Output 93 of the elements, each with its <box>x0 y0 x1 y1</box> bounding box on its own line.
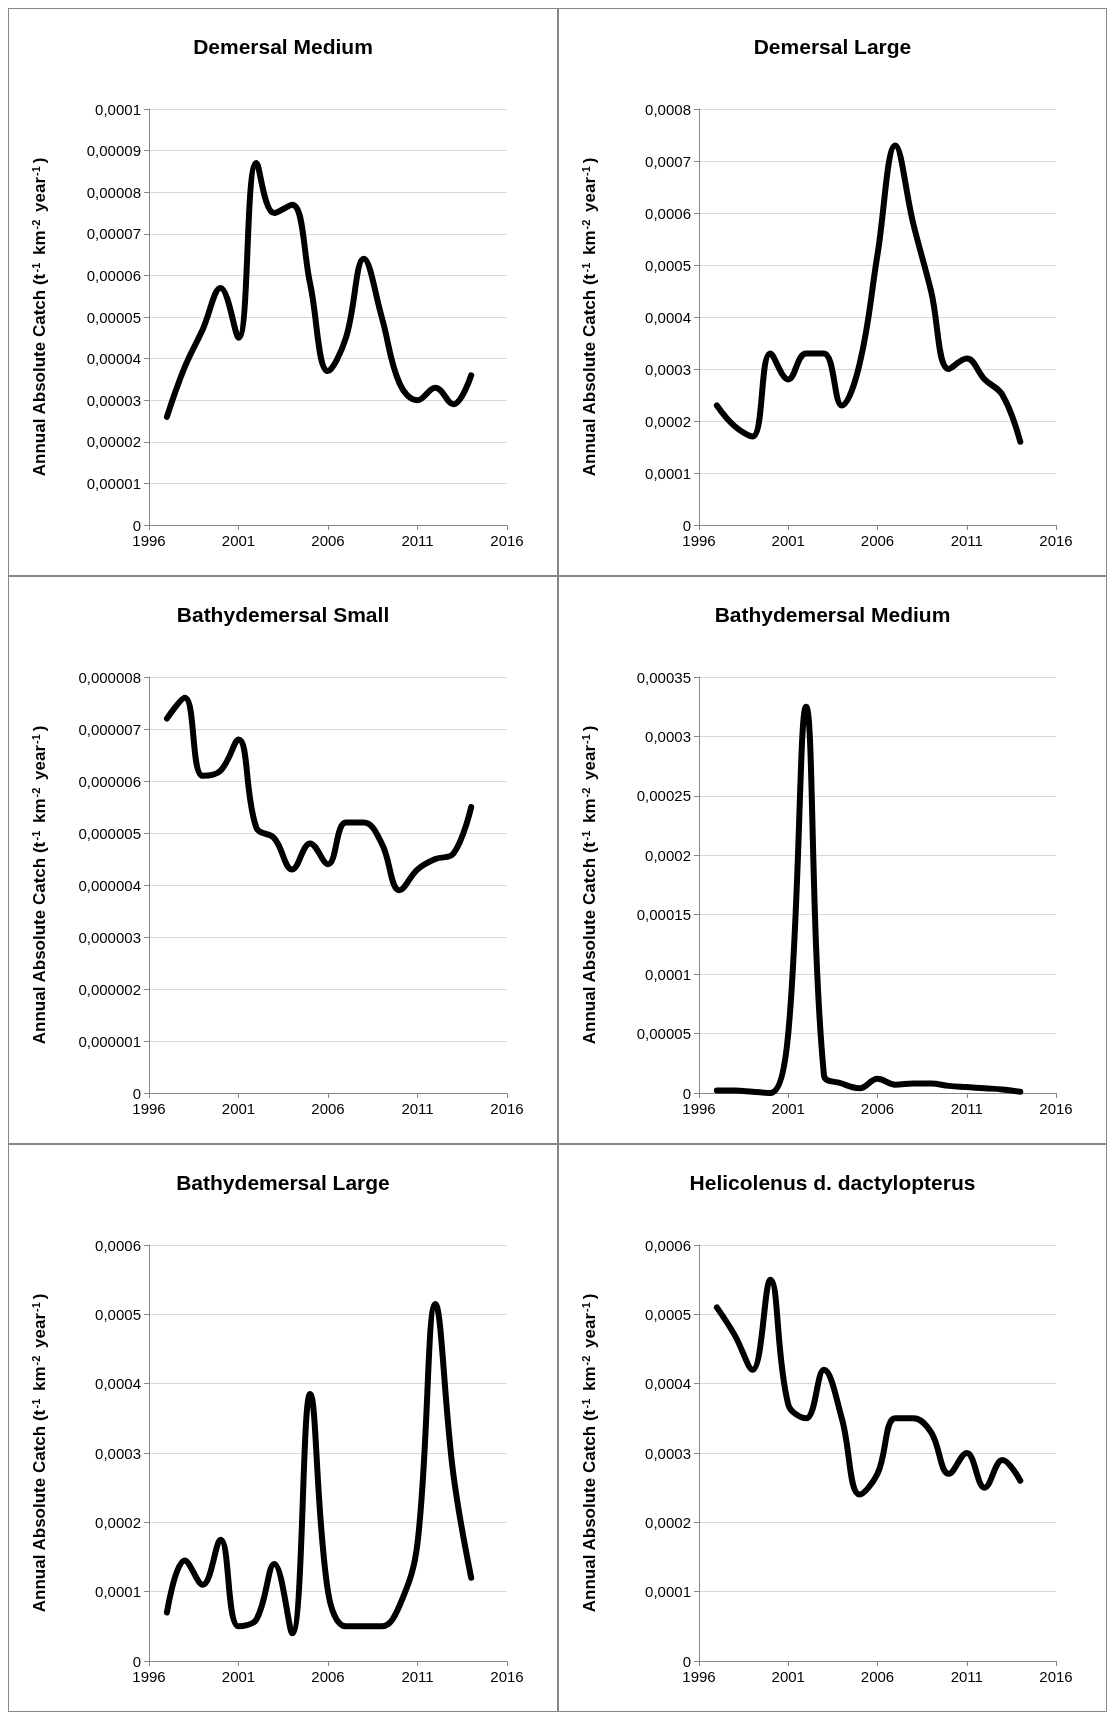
x-tick-label: 2016 <box>490 1668 524 1685</box>
y-tick-label: 0 <box>682 1084 691 1102</box>
x-tick-label: 2016 <box>1039 532 1073 549</box>
y-tick-label: 0,0004 <box>645 308 691 326</box>
y-tick-label: 0 <box>132 1652 141 1670</box>
y-tick-label: 0,0001 <box>645 464 691 482</box>
x-tick-label: 2016 <box>490 532 524 549</box>
y-tick-label: 0,0003 <box>645 360 691 378</box>
y-tick-label: 0,000003 <box>78 928 141 946</box>
y-tick-label: 0,00005 <box>636 1025 691 1043</box>
y-tick-label: 0,000008 <box>78 668 141 686</box>
x-tick-label: 1996 <box>682 532 716 549</box>
y-tick-label: 0,0001 <box>95 100 141 118</box>
x-tick-label: 2011 <box>401 532 434 549</box>
y-tick-label: 0 <box>682 1652 691 1670</box>
y-tick-label: 0,0006 <box>645 1236 691 1254</box>
y-tick-label: 0,0001 <box>645 1583 691 1601</box>
y-axis-title: Annual Absolute Catch (t-1 km-2 year-1) <box>579 157 599 477</box>
x-tick-label: 2001 <box>221 1668 256 1685</box>
y-tick-label: 0,0004 <box>95 1375 141 1393</box>
x-tick-label: 2016 <box>1039 1100 1073 1117</box>
y-tick-label: 0,00003 <box>86 391 141 409</box>
y-tick-label: 0,00001 <box>86 474 141 492</box>
chart-title: Helicolenus d. dactylopterus <box>689 1171 976 1194</box>
y-tick-label: 0,0003 <box>645 1444 691 1462</box>
y-tick-label: 0,0002 <box>645 1513 691 1531</box>
chart-title: Demersal Large <box>753 35 912 58</box>
y-tick-label: 0,000005 <box>78 824 141 842</box>
x-tick-label: 2016 <box>1039 1668 1073 1685</box>
y-axis-title: Annual Absolute Catch (t-1 km-2 year-1) <box>29 725 49 1045</box>
y-tick-label: 0,0002 <box>645 846 691 864</box>
x-tick-label: 1996 <box>132 1668 166 1685</box>
x-tick-label: 1996 <box>682 1100 716 1117</box>
y-tick-label: 0,0001 <box>95 1583 141 1601</box>
y-tick-label: 0,0004 <box>645 1375 691 1393</box>
y-tick-label: 0,00035 <box>636 668 691 686</box>
x-tick-label: 2006 <box>311 532 345 549</box>
y-tick-label: 0,00008 <box>86 183 141 201</box>
x-tick-label: 2006 <box>311 1100 345 1117</box>
y-tick-label: 0,000002 <box>78 980 141 998</box>
y-tick-label: 0,0005 <box>645 256 691 274</box>
x-tick-label: 2011 <box>401 1668 434 1685</box>
x-tick-label: 1996 <box>682 1668 716 1685</box>
x-tick-label: 1996 <box>132 532 166 549</box>
y-axis-title: Annual Absolute Catch (t-1 km-2 year-1) <box>579 1293 599 1613</box>
y-tick-label: 0 <box>682 516 691 534</box>
x-tick-label: 2001 <box>221 1100 256 1117</box>
y-tick-label: 0 <box>132 516 141 534</box>
x-tick-label: 2001 <box>771 1100 805 1117</box>
y-tick-label: 0,0001 <box>645 965 691 983</box>
y-tick-label: 0,000004 <box>78 876 141 894</box>
x-tick-label: 1996 <box>132 1100 166 1117</box>
y-tick-label: 0,0003 <box>645 727 691 745</box>
chart-title: Bathydemersal Large <box>176 1171 390 1194</box>
y-tick-label: 0,000007 <box>78 720 141 738</box>
y-tick-label: 0,0008 <box>645 100 691 118</box>
x-tick-label: 2011 <box>401 1100 434 1117</box>
y-axis-title: Annual Absolute Catch (t-1 km-2 year-1) <box>29 157 49 477</box>
x-tick-label: 2016 <box>490 1100 524 1117</box>
y-tick-label: 0,0002 <box>95 1513 141 1531</box>
y-tick-label: 0,00015 <box>636 906 691 924</box>
y-tick-label: 0,0007 <box>645 152 691 170</box>
x-tick-label: 2006 <box>860 1100 895 1117</box>
y-tick-label: 0,0003 <box>95 1444 141 1462</box>
y-tick-label: 0,000001 <box>78 1032 141 1050</box>
x-tick-label: 2006 <box>860 532 895 549</box>
x-tick-label: 2011 <box>950 532 983 549</box>
x-tick-label: 2011 <box>950 1100 983 1117</box>
chart-title: Bathydemersal Medium <box>714 603 951 626</box>
y-tick-label: 0,000006 <box>78 772 141 790</box>
y-tick-label: 0,00005 <box>86 308 141 326</box>
y-tick-label: 0,00007 <box>86 225 141 243</box>
chart-title: Demersal Medium <box>193 35 373 58</box>
x-tick-label: 2001 <box>771 1668 805 1685</box>
y-tick-label: 0,00002 <box>86 433 141 451</box>
y-tick-label: 0,0005 <box>95 1305 141 1323</box>
x-tick-label: 2006 <box>311 1668 345 1685</box>
y-tick-label: 0,0006 <box>645 204 691 222</box>
y-tick-label: 0,0006 <box>95 1236 141 1254</box>
y-tick-label: 0,00004 <box>86 350 141 368</box>
y-tick-label: 0,00006 <box>86 266 141 284</box>
y-tick-label: 0,0005 <box>645 1305 691 1323</box>
y-tick-label: 0,0002 <box>645 412 691 430</box>
x-tick-label: 2001 <box>771 532 805 549</box>
x-tick-label: 2011 <box>950 1668 983 1685</box>
y-tick-label: 0,00025 <box>636 787 691 805</box>
y-axis-title: Annual Absolute Catch (t-1 km-2 year-1) <box>29 1293 49 1613</box>
x-tick-label: 2001 <box>221 532 256 549</box>
x-tick-label: 2006 <box>860 1668 895 1685</box>
y-axis-title: Annual Absolute Catch (t-1 km-2 year-1) <box>579 725 599 1045</box>
chart-title: Bathydemersal Small <box>176 603 390 626</box>
y-tick-label: 0,00009 <box>86 142 141 160</box>
y-tick-label: 0 <box>132 1084 141 1102</box>
